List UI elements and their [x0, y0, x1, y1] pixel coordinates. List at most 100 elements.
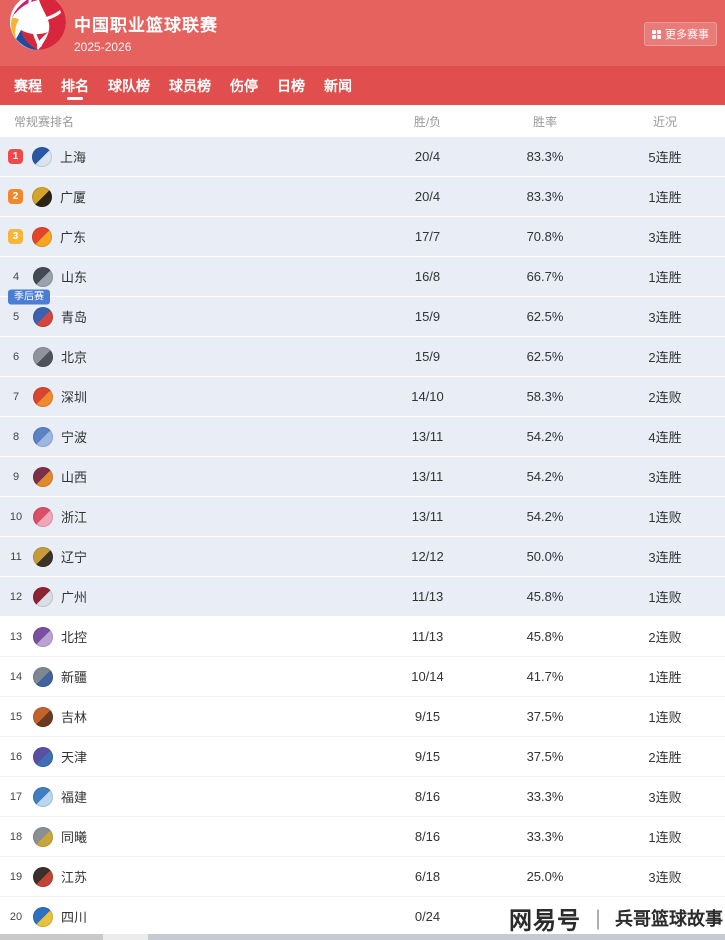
team-cell: 10 浙江	[0, 506, 370, 527]
table-row[interactable]: 8 宁波 13/11 54.2% 4连胜	[0, 417, 725, 457]
rank-badge: 4	[12, 270, 20, 283]
standings-table-body: 季后赛 1 上海 20/4 83.3% 5连胜 2 广厦 20/4 83.3% …	[0, 137, 725, 937]
team-cell: 13 北控	[0, 626, 370, 647]
rank-badge: 6	[12, 350, 20, 363]
pct-cell: 58.3%	[526, 389, 564, 404]
rank-badge: 15	[9, 710, 23, 723]
nav-tab-排名[interactable]: 排名	[61, 66, 89, 105]
col-header-pct: 胜率	[532, 114, 557, 129]
pct-cell: 33.3%	[526, 829, 564, 844]
team-name: 吉林	[61, 710, 88, 725]
team-logo-icon	[33, 546, 53, 567]
table-row[interactable]: 11 辽宁 12/12 50.0% 3连胜	[0, 537, 725, 577]
nav-tab-label: 新闻	[324, 77, 352, 94]
streak-cell: 1连败	[648, 830, 682, 845]
team-name: 上海	[60, 150, 87, 165]
more-events-label: 更多赛事	[665, 29, 709, 41]
team-cell: 9 山西	[0, 466, 370, 487]
table-row[interactable]: 12 广州 11/13 45.8% 1连败	[0, 577, 725, 617]
rank-badge: 18	[9, 830, 23, 843]
team-name: 山东	[61, 270, 88, 285]
rank-badge: 20	[9, 910, 23, 923]
team-logo-icon	[33, 906, 53, 927]
horizontal-scrollbar[interactable]	[0, 934, 725, 940]
table-row[interactable]: 3 广东 17/7 70.8% 3连胜	[0, 217, 725, 257]
table-row[interactable]: 19 江苏 6/18 25.0% 3连败	[0, 857, 725, 897]
scrollbar-thumb[interactable]	[103, 934, 148, 940]
nav-tab-球员榜[interactable]: 球员榜	[169, 66, 211, 105]
table-row[interactable]: 20 四川 0/24	[0, 897, 725, 937]
pct-cell: 50.0%	[526, 549, 564, 564]
streak-cell: 3连胜	[648, 230, 682, 245]
team-logo-icon	[33, 786, 53, 807]
pct-cell: 62.5%	[526, 349, 564, 364]
team-name: 浙江	[61, 510, 88, 525]
team-cell: 11 辽宁	[0, 546, 370, 567]
team-logo-icon	[33, 346, 53, 367]
pct-cell: 45.8%	[526, 629, 564, 644]
col-header-streak: 近况	[652, 114, 677, 129]
watermark-author: 兵哥篮球故事	[615, 909, 723, 929]
record-cell: 13/11	[411, 429, 444, 444]
streak-cell: 2连败	[648, 390, 682, 405]
team-name: 广州	[61, 590, 88, 605]
team-logo-icon	[33, 706, 53, 727]
table-row[interactable]: 9 山西 13/11 54.2% 3连胜	[0, 457, 725, 497]
table-row[interactable]: 2 广厦 20/4 83.3% 1连胜	[0, 177, 725, 217]
team-logo-icon	[33, 306, 53, 327]
team-name: 北京	[61, 350, 88, 365]
record-cell: 6/18	[414, 869, 441, 884]
team-logo-icon	[32, 146, 52, 167]
record-cell: 11/13	[411, 589, 444, 604]
streak-cell: 3连败	[648, 790, 682, 805]
nav-tab-球队榜[interactable]: 球队榜	[108, 66, 150, 105]
record-cell: 8/16	[414, 789, 441, 804]
nav-tab-日榜[interactable]: 日榜	[277, 66, 305, 105]
record-cell: 10/14	[411, 669, 444, 684]
record-cell: 9/15	[414, 749, 441, 764]
pct-cell: 37.5%	[526, 749, 564, 764]
team-logo-icon	[33, 386, 53, 407]
team-name: 深圳	[61, 390, 88, 405]
table-row[interactable]: 7 深圳 14/10 58.3% 2连败	[0, 377, 725, 417]
rank-badge: 1	[8, 149, 23, 164]
team-cell: 2 广厦	[0, 186, 370, 207]
team-cell: 7 深圳	[0, 386, 370, 407]
table-row[interactable]: 16 天津 9/15 37.5% 2连胜	[0, 737, 725, 777]
streak-cell: 1连胜	[648, 270, 682, 285]
team-cell: 19 江苏	[0, 866, 370, 887]
record-cell: 13/11	[411, 469, 444, 484]
team-cell: 4 山东	[0, 266, 370, 287]
team-logo-icon	[33, 826, 53, 847]
table-row[interactable]: 1 上海 20/4 83.3% 5连胜	[0, 137, 725, 177]
watermark-divider: ｜	[588, 909, 608, 932]
table-row[interactable]: 13 北控 11/13 45.8% 2连败	[0, 617, 725, 657]
streak-cell: 1连败	[648, 590, 682, 605]
team-cell: 14 新疆	[0, 666, 370, 687]
table-row[interactable]: 14 新疆 10/14 41.7% 1连胜	[0, 657, 725, 697]
pct-cell: 45.8%	[526, 589, 564, 604]
streak-cell: 3连胜	[648, 310, 682, 325]
nav-tab-新闻[interactable]: 新闻	[324, 66, 352, 105]
streak-cell: 5连胜	[648, 150, 682, 165]
table-row[interactable]: 5 青岛 15/9 62.5% 3连胜	[0, 297, 725, 337]
table-row[interactable]: 15 吉林 9/15 37.5% 1连败	[0, 697, 725, 737]
nav-tab-label: 赛程	[14, 77, 42, 94]
team-name: 四川	[61, 910, 88, 925]
team-cell: 6 北京	[0, 346, 370, 367]
nav-tab-伤停[interactable]: 伤停	[230, 66, 258, 105]
app-header: 中国职业篮球联赛 2025-2026 更多赛事	[0, 0, 725, 66]
nav-tab-赛程[interactable]: 赛程	[14, 66, 42, 105]
table-row[interactable]: 4 山东 16/8 66.7% 1连胜	[0, 257, 725, 297]
table-row[interactable]: 10 浙江 13/11 54.2% 1连败	[0, 497, 725, 537]
rank-badge: 2	[8, 189, 23, 204]
table-row[interactable]: 6 北京 15/9 62.5% 2连胜	[0, 337, 725, 377]
team-logo-icon	[33, 266, 53, 287]
more-events-button[interactable]: 更多赛事	[644, 22, 717, 46]
team-name: 天津	[61, 750, 88, 765]
pct-cell: 83.3%	[526, 149, 564, 164]
table-row[interactable]: 17 福建 8/16 33.3% 3连败	[0, 777, 725, 817]
pct-cell: 33.3%	[526, 789, 564, 804]
team-name: 新疆	[61, 670, 88, 685]
table-row[interactable]: 18 同曦 8/16 33.3% 1连败	[0, 817, 725, 857]
